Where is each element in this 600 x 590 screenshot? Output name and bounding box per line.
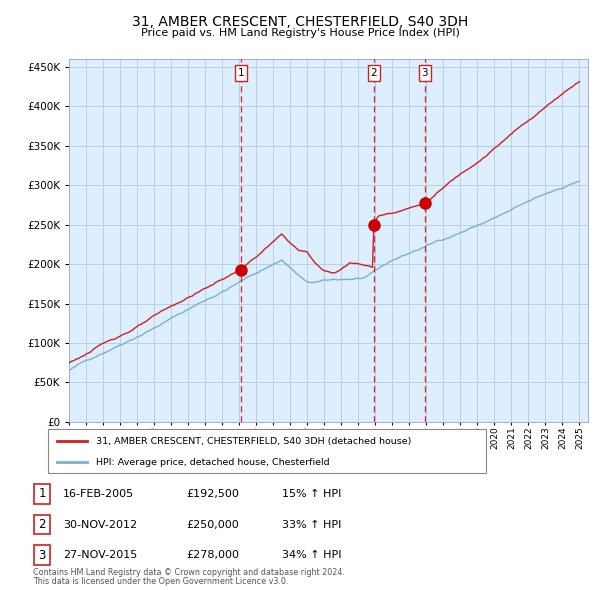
Text: Price paid vs. HM Land Registry's House Price Index (HPI): Price paid vs. HM Land Registry's House … <box>140 28 460 38</box>
Text: This data is licensed under the Open Government Licence v3.0.: This data is licensed under the Open Gov… <box>33 577 289 586</box>
Text: £192,500: £192,500 <box>186 489 239 499</box>
Text: 3: 3 <box>422 68 428 78</box>
Text: 34% ↑ HPI: 34% ↑ HPI <box>282 550 341 560</box>
Text: 31, AMBER CRESCENT, CHESTERFIELD, S40 3DH: 31, AMBER CRESCENT, CHESTERFIELD, S40 3D… <box>132 15 468 29</box>
Text: HPI: Average price, detached house, Chesterfield: HPI: Average price, detached house, Ches… <box>96 458 330 467</box>
Text: 16-FEB-2005: 16-FEB-2005 <box>63 489 134 499</box>
Text: 1: 1 <box>238 68 245 78</box>
Text: 30-NOV-2012: 30-NOV-2012 <box>63 520 137 529</box>
Text: £278,000: £278,000 <box>186 550 239 560</box>
Text: 33% ↑ HPI: 33% ↑ HPI <box>282 520 341 529</box>
Bar <box>34 484 50 504</box>
Bar <box>34 514 50 535</box>
Bar <box>34 545 50 565</box>
Text: 15% ↑ HPI: 15% ↑ HPI <box>282 489 341 499</box>
Text: 2: 2 <box>370 68 377 78</box>
Text: £250,000: £250,000 <box>186 520 239 529</box>
Text: 3: 3 <box>38 549 46 562</box>
Text: 27-NOV-2015: 27-NOV-2015 <box>63 550 137 560</box>
Text: 2: 2 <box>38 518 46 531</box>
Text: Contains HM Land Registry data © Crown copyright and database right 2024.: Contains HM Land Registry data © Crown c… <box>33 568 345 577</box>
Text: 1: 1 <box>38 487 46 500</box>
Text: 31, AMBER CRESCENT, CHESTERFIELD, S40 3DH (detached house): 31, AMBER CRESCENT, CHESTERFIELD, S40 3D… <box>96 437 412 446</box>
